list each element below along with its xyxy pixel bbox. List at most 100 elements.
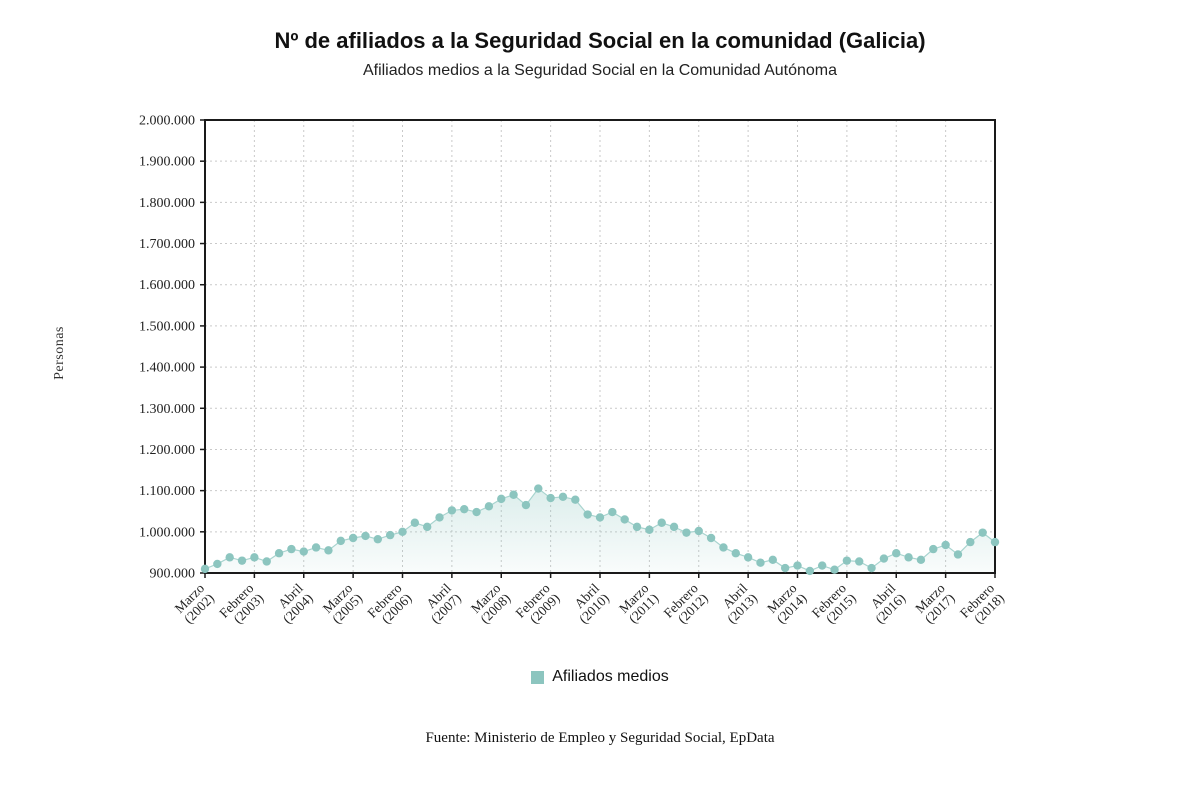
x-tick-label: Marzo(2011)	[616, 580, 661, 626]
data-point[interactable]	[669, 522, 679, 532]
data-point[interactable]	[879, 554, 889, 563]
data-point[interactable]	[830, 565, 839, 574]
x-tick-label: Febrero(2006)	[364, 580, 414, 630]
data-point[interactable]	[311, 543, 321, 552]
data-point[interactable]	[756, 558, 765, 567]
data-point[interactable]	[608, 507, 617, 517]
y-tick-label: 1.600.000	[139, 278, 195, 293]
x-tick-label: Abril(2010)	[571, 580, 612, 626]
data-point[interactable]	[422, 522, 432, 532]
data-point[interactable]	[398, 527, 407, 537]
y-axis: 900.000 1.000.000 1.100.000 1.200.000 1.300.…	[139, 114, 205, 582]
data-point[interactable]	[867, 563, 876, 573]
data-point[interactable]	[645, 525, 654, 534]
data-point[interactable]	[817, 561, 827, 570]
svg-text:Marzo(2017): Marzo(2017)	[912, 580, 958, 626]
data-point[interactable]	[472, 507, 481, 517]
data-point[interactable]	[694, 526, 703, 536]
data-point[interactable]	[213, 559, 222, 569]
source-attribution: Fuente: Ministerio de Empleo y Seguridad…	[425, 730, 775, 746]
y-tick-label: 1.500.000	[139, 319, 195, 334]
data-point[interactable]	[842, 556, 852, 565]
data-point[interactable]	[731, 549, 740, 558]
data-point[interactable]	[361, 531, 370, 541]
svg-text:Febrero(2009): Febrero(2009)	[512, 580, 562, 630]
y-tick-label: 1.800.000	[139, 196, 195, 211]
data-point[interactable]	[225, 553, 234, 562]
data-point[interactable]	[706, 533, 716, 543]
data-point[interactable]	[682, 528, 691, 537]
data-point[interactable]	[299, 547, 308, 556]
data-point[interactable]	[410, 518, 420, 527]
data-point[interactable]	[324, 546, 333, 555]
data-point[interactable]	[336, 536, 345, 546]
data-point[interactable]	[262, 557, 271, 566]
data-point[interactable]	[521, 500, 531, 510]
data-point[interactable]	[978, 528, 987, 537]
svg-text:Abril(2004): Abril(2004)	[270, 580, 316, 626]
data-point[interactable]	[558, 492, 568, 502]
data-point[interactable]	[571, 495, 580, 504]
data-point[interactable]	[990, 537, 1000, 547]
gridlines	[205, 120, 995, 573]
svg-text:Abril(2013): Abril(2013)	[714, 580, 760, 626]
data-point[interactable]	[484, 502, 494, 511]
data-point[interactable]	[793, 561, 802, 570]
legend-swatch[interactable]	[531, 670, 545, 684]
data-point[interactable]	[200, 564, 210, 574]
y-tick-label: 1.300.000	[139, 402, 195, 417]
data-point[interactable]	[892, 549, 901, 558]
x-tick-label: Febrero(2018)	[957, 580, 1007, 626]
data-point[interactable]	[657, 518, 666, 527]
legend-label[interactable]: Afiliados medios	[552, 668, 669, 685]
data-point[interactable]	[373, 535, 383, 544]
data-point[interactable]	[953, 550, 963, 559]
data-point[interactable]	[447, 506, 457, 515]
x-tick-label: Abril(2004)	[270, 580, 316, 626]
data-point[interactable]	[460, 504, 469, 514]
area-fill	[205, 488, 995, 573]
data-point[interactable]	[929, 544, 938, 554]
x-tick-label: Marzo(2008)	[467, 580, 513, 626]
data-point[interactable]	[904, 553, 913, 562]
x-tick-label: Abril(2007)	[423, 580, 464, 626]
svg-text:Marzo(2008): Marzo(2008)	[467, 580, 513, 626]
data-point[interactable]	[534, 484, 543, 493]
svg-text:Marzo(2002): Marzo(2002)	[171, 580, 217, 626]
data-point[interactable]	[250, 553, 259, 562]
legend: Afiliados medios	[0, 668, 1200, 686]
svg-text:Febrero(2006): Febrero(2006)	[364, 580, 414, 630]
data-point[interactable]	[855, 557, 864, 566]
x-tick-label: Marzo(2017)	[912, 580, 958, 626]
data-point[interactable]	[916, 555, 926, 565]
data-point[interactable]	[595, 513, 605, 522]
data-point[interactable]	[583, 510, 592, 519]
data-point[interactable]	[620, 515, 629, 524]
x-tick-label: Febrero(2003)	[216, 580, 266, 626]
data-point[interactable]	[237, 556, 247, 565]
x-tick-label: Febrero(2012)	[661, 580, 711, 626]
data-point[interactable]	[966, 537, 975, 547]
data-point[interactable]	[274, 549, 284, 558]
data-point[interactable]	[768, 555, 778, 565]
y-tick-label: 1.900.000	[139, 155, 195, 170]
data-point[interactable]	[287, 544, 296, 554]
x-tick-label: Abril(2013)	[714, 580, 760, 626]
data-point[interactable]	[780, 563, 790, 573]
data-point[interactable]	[719, 543, 728, 552]
data-point[interactable]	[941, 540, 950, 550]
data-point[interactable]	[385, 530, 395, 540]
data-point[interactable]	[348, 533, 358, 543]
svg-text:Febrero(2015): Febrero(2015)	[809, 580, 859, 630]
data-point[interactable]	[632, 522, 642, 532]
data-points	[200, 484, 1000, 576]
data-point[interactable]	[435, 513, 444, 522]
data-point[interactable]	[743, 553, 753, 562]
y-tick-label: 1.200.000	[139, 443, 195, 458]
data-point[interactable]	[497, 494, 506, 504]
data-point[interactable]	[805, 566, 815, 576]
data-point[interactable]	[546, 493, 555, 503]
data-point[interactable]	[509, 490, 518, 499]
chart-svg: 900.000 1.000.000 1.100.000 1.200.000 1.300.…	[139, 114, 1007, 630]
